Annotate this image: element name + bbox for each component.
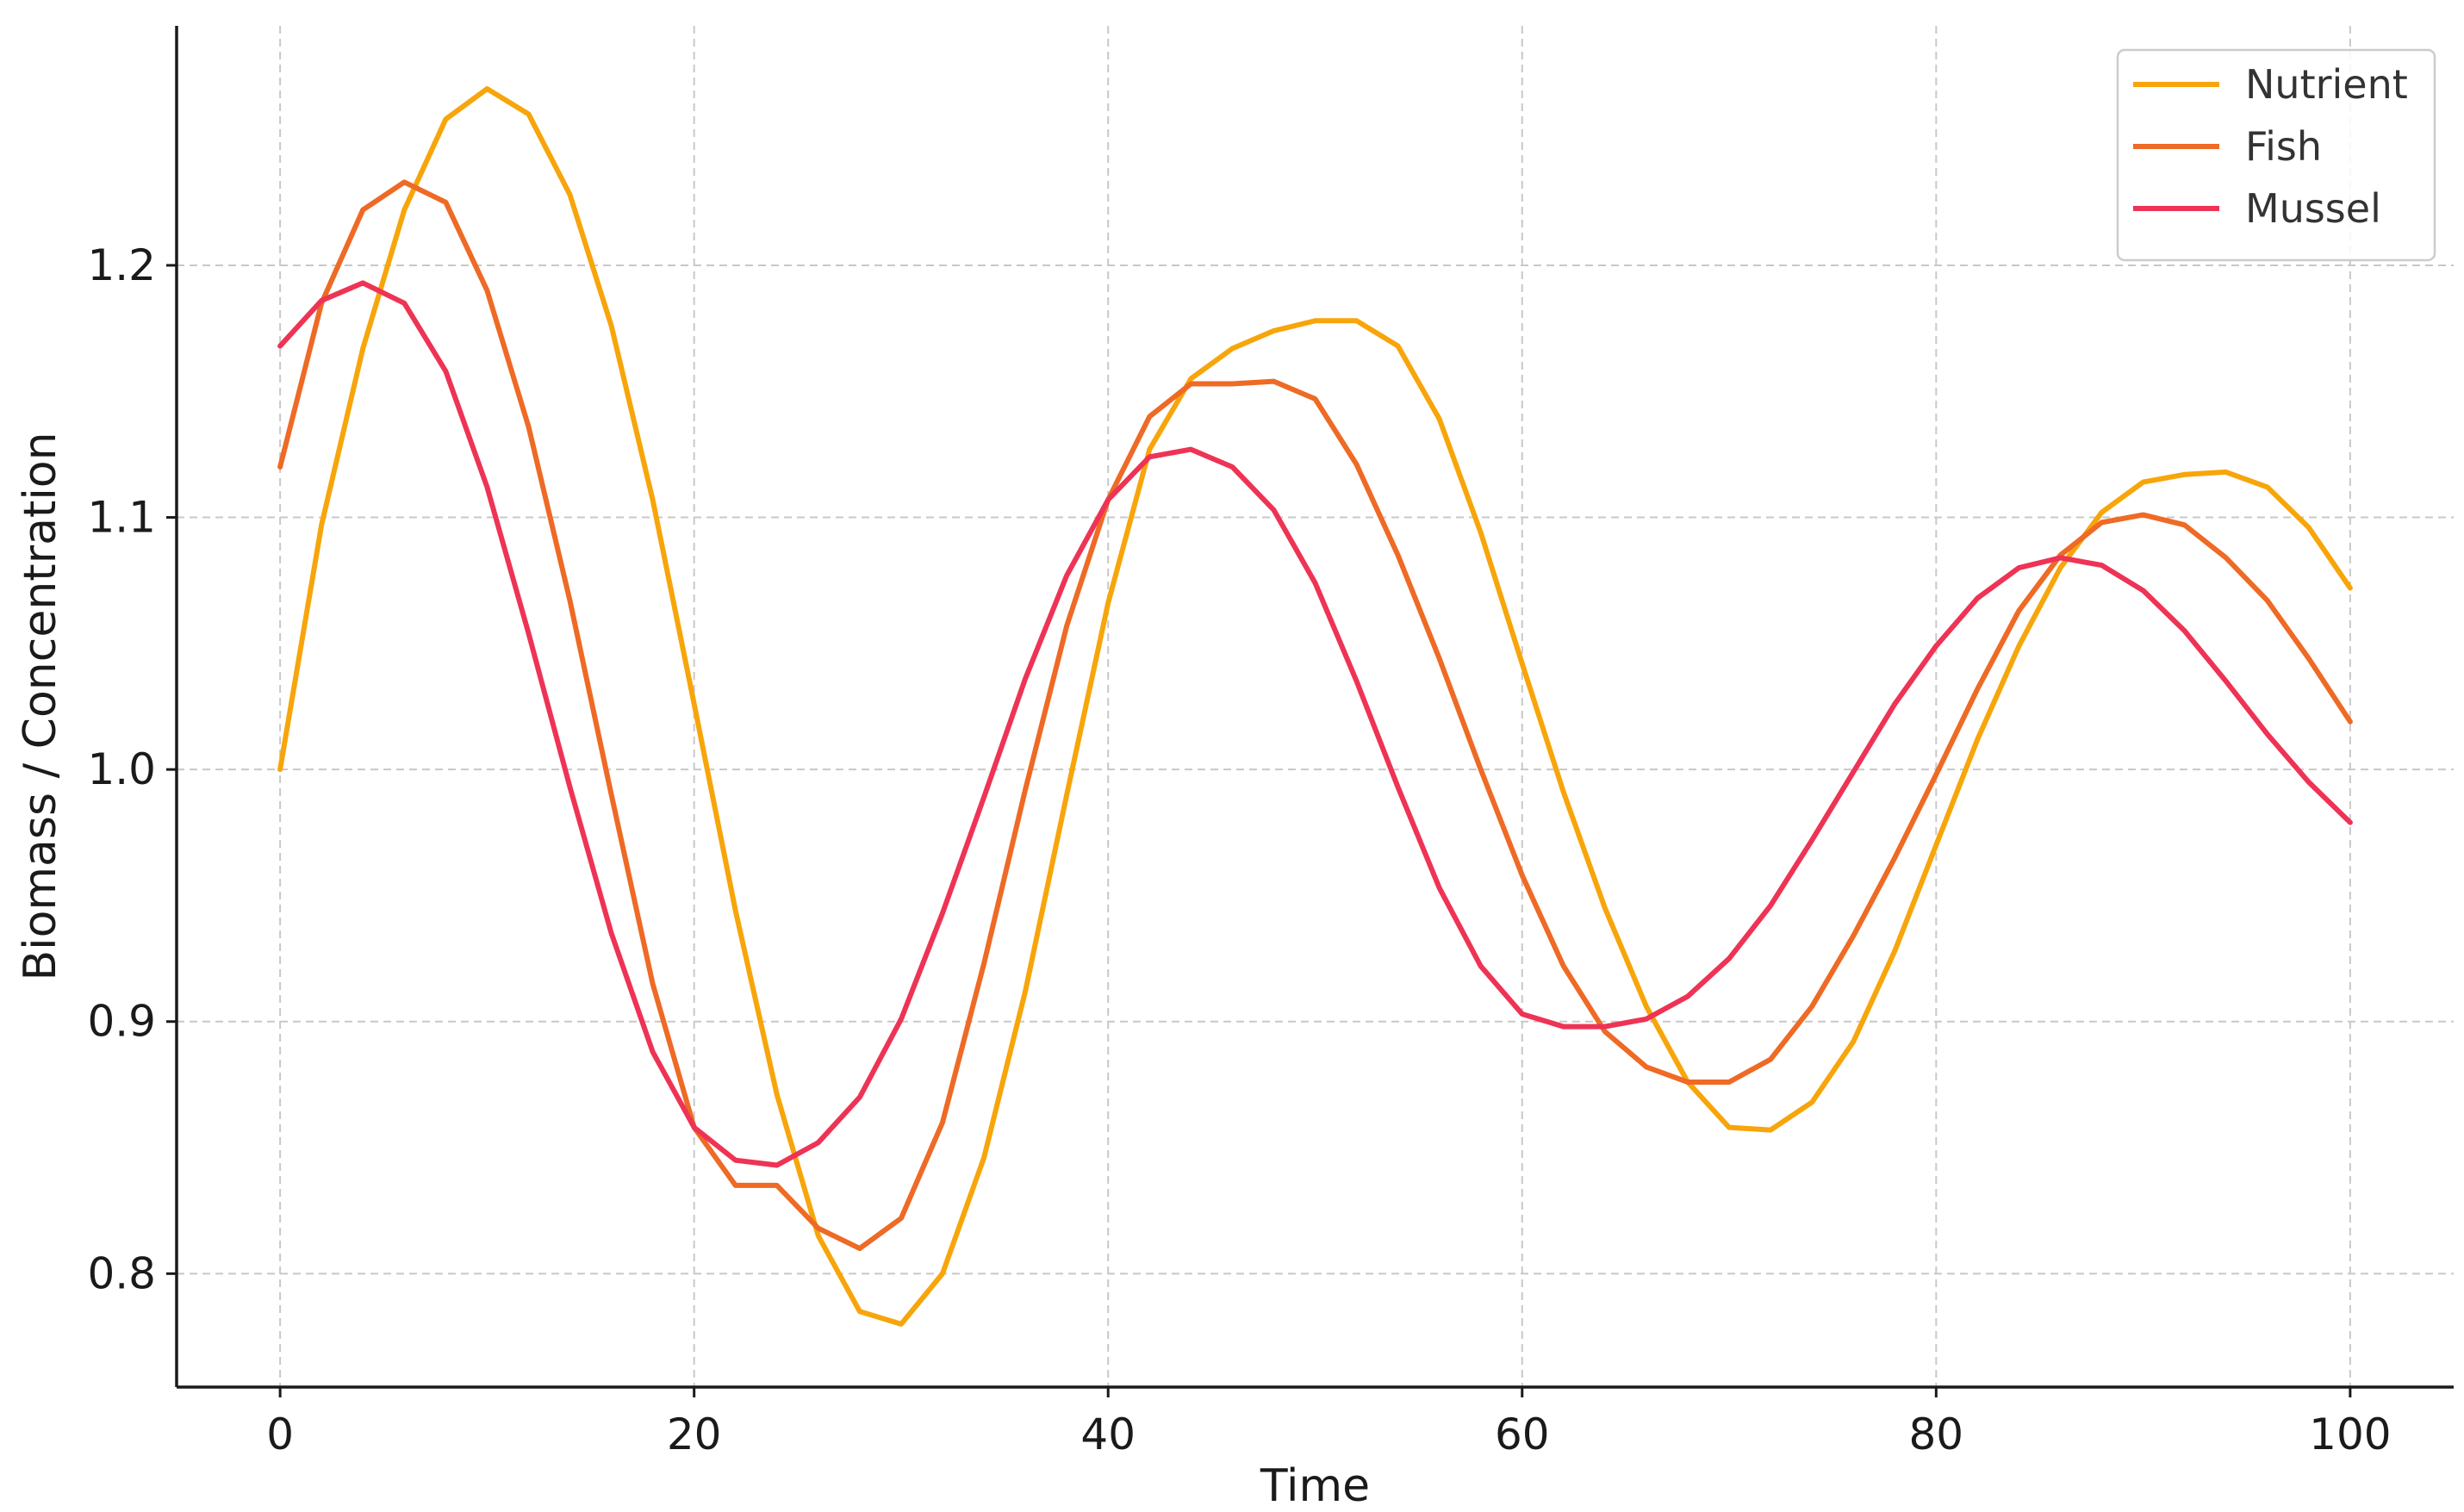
y-tick-label: 0.8 — [87, 1248, 156, 1298]
x-tick-label: 20 — [667, 1409, 722, 1459]
y-tick-label: 1.1 — [87, 493, 156, 543]
y-tick-label: 1.0 — [87, 744, 156, 794]
y-axis-title: Biomass / Concentration — [15, 432, 66, 980]
x-tick-label: 40 — [1080, 1409, 1136, 1459]
legend: Nutrient Fish Mussel — [2116, 48, 2436, 262]
x-tick-label: 80 — [1909, 1409, 1964, 1459]
x-axis-title: Time — [1260, 1460, 1370, 1512]
x-tick-label: 0 — [266, 1409, 294, 1459]
series-line-mussel — [277, 280, 2353, 1168]
x-tick-label: 60 — [1495, 1409, 1550, 1459]
legend-label-nutrient: Nutrient — [2245, 61, 2408, 108]
series-line-nutrient — [277, 86, 2353, 1327]
series-lines — [277, 86, 2353, 1327]
y-tick-label: 0.9 — [87, 997, 156, 1047]
legend-label-fish: Fish — [2245, 123, 2322, 170]
legend-entries: Nutrient Fish Mussel — [2133, 61, 2408, 232]
series-line-fish — [277, 179, 2353, 1252]
y-tick-label: 1.2 — [87, 240, 156, 290]
tick-labels: 0 20 40 60 80 100 0.8 0.9 1.0 1.1 1.2 — [87, 240, 2391, 1459]
x-tick-label: 100 — [2309, 1409, 2391, 1459]
legend-label-mussel: Mussel — [2245, 185, 2381, 232]
axes — [166, 26, 2454, 1397]
